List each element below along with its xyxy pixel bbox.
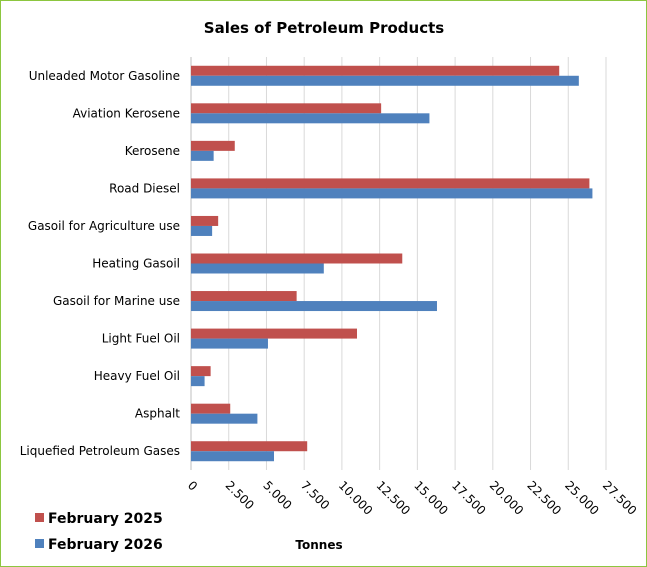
- x-tick-label: 0: [185, 478, 200, 493]
- chart-title: Sales of Petroleum Products: [204, 19, 445, 37]
- category-label: Unleaded Motor Gasoline: [29, 69, 180, 83]
- x-tick-label: 27.500: [600, 478, 640, 518]
- bar-feb-2026: [191, 301, 437, 312]
- bar-feb-2026: [191, 263, 324, 274]
- bar-feb-2025: [191, 328, 357, 339]
- category-label: Heating Gasoil: [92, 257, 180, 271]
- bar-layer: [191, 65, 593, 462]
- legend: February 2025 February 2026: [35, 511, 163, 553]
- x-tick-label: 12.500: [374, 478, 414, 518]
- legend-swatch: [35, 513, 44, 522]
- bar-feb-2025: [191, 140, 235, 151]
- x-tick-label: 25.000: [562, 478, 602, 518]
- x-tick-label: 7.500: [298, 478, 332, 512]
- bar-feb-2025: [191, 65, 560, 76]
- category-label: Heavy Fuel Oil: [94, 369, 180, 383]
- category-labels: Unleaded Motor Gasoline Aviation Kerosene…: [20, 69, 181, 458]
- bar-feb-2025: [191, 253, 403, 264]
- x-tick-labels: 0 2.500 5.000 7.500 10.00012.50015.00017.500…: [185, 478, 640, 518]
- x-tick-label: 20.000: [487, 478, 527, 518]
- category-label: Light Fuel Oil: [102, 332, 180, 346]
- bar-feb-2025: [191, 291, 297, 302]
- x-tick-label: 17.500: [449, 478, 489, 518]
- x-tick-label: 15.000: [411, 478, 451, 518]
- bar-feb-2026: [191, 75, 579, 86]
- bar-feb-2026: [191, 188, 593, 199]
- x-tick-label: 2.500: [223, 478, 257, 512]
- category-label: Road Diesel: [109, 181, 180, 195]
- category-label: Gasoil for Marine use: [53, 294, 180, 308]
- x-tick-label: 5.000: [260, 478, 294, 512]
- bar-feb-2025: [191, 366, 211, 377]
- legend-swatch: [35, 539, 44, 548]
- category-label: Gasoil for Agriculture use: [28, 219, 180, 233]
- category-label: Kerosene: [125, 144, 180, 158]
- bar-feb-2026: [191, 113, 430, 124]
- bar-feb-2025: [191, 403, 231, 414]
- x-axis-title: Tonnes: [295, 538, 342, 552]
- bar-feb-2026: [191, 451, 274, 462]
- x-tick-label: 10.000: [336, 478, 376, 518]
- x-tick-label: 22.500: [524, 478, 564, 518]
- bar-feb-2025: [191, 215, 219, 226]
- legend-label: February 2026: [48, 537, 163, 553]
- bar-feb-2026: [191, 225, 213, 236]
- bar-feb-2026: [191, 150, 214, 161]
- category-label: Liquefied Petroleum Gases: [20, 444, 180, 458]
- category-label: Asphalt: [135, 407, 180, 421]
- bar-feb-2025: [191, 441, 308, 452]
- bar-feb-2025: [191, 178, 590, 189]
- legend-label: February 2025: [48, 511, 163, 527]
- bar-feb-2026: [191, 376, 205, 387]
- bar-feb-2025: [191, 103, 382, 114]
- bar-feb-2026: [191, 338, 268, 349]
- category-label: Aviation Kerosene: [73, 106, 180, 120]
- bar-feb-2026: [191, 413, 258, 424]
